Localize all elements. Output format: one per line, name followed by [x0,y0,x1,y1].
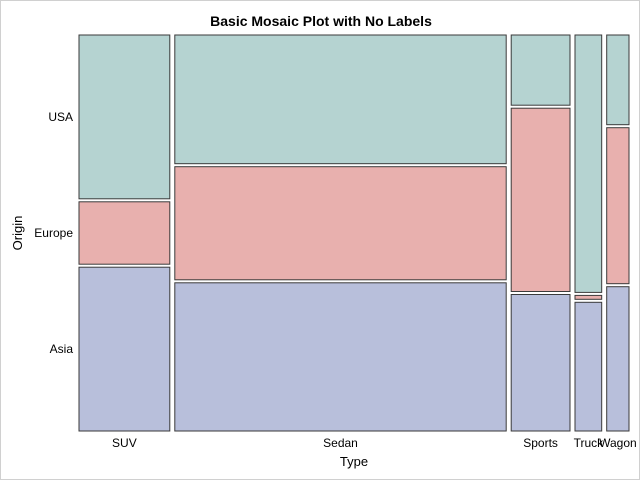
mosaic-cell-truck-asia [574,301,603,432]
mosaic-cell-sedan-europe [174,166,507,281]
y-tick-asia: Asia [50,342,74,356]
mosaic-cell-truck-usa [574,34,603,293]
x-axis-label: Type [340,454,368,469]
x-tick-wagon: Wagon [599,436,637,450]
mosaic-cell-sports-europe [510,107,571,292]
x-tick-sedan: Sedan [323,436,358,450]
x-tick-sports: Sports [523,436,558,450]
chart-title: Basic Mosaic Plot with No Labels [210,13,432,29]
mosaic-cell-sedan-usa [174,34,507,165]
mosaic-cell-sports-asia [510,294,571,432]
mosaic-cell-wagon-usa [606,34,630,126]
x-tick-suv: SUV [112,436,137,450]
mosaic-cell-sedan-asia [174,282,507,432]
mosaic-cells [78,34,630,432]
y-tick-usa: USA [48,110,73,124]
mosaic-cell-suv-europe [78,201,171,265]
mosaic-cell-truck-europe [574,294,603,300]
y-axis-label: Origin [10,216,25,251]
mosaic-cell-sports-usa [510,34,571,106]
x-tick-truck: Truck [574,436,605,450]
mosaic-cell-suv-asia [78,266,171,432]
mosaic-cell-wagon-europe [606,127,630,285]
mosaic-cell-wagon-asia [606,286,630,432]
y-tick-labels: USA Europe Asia [34,110,73,356]
mosaic-cell-suv-usa [78,34,171,200]
y-tick-europe: Europe [34,226,73,240]
